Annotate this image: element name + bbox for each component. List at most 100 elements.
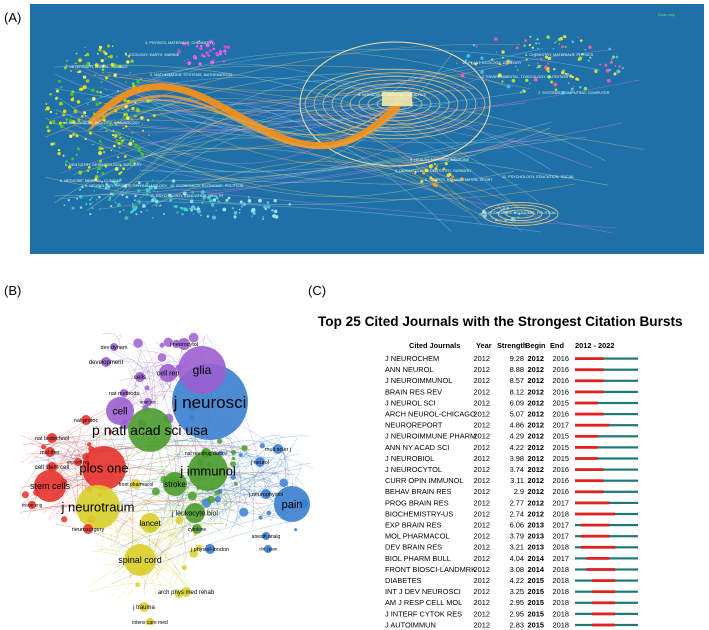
- map-dot: [88, 131, 93, 135]
- map-dot: [146, 118, 150, 122]
- map-dot: [109, 196, 112, 199]
- map-dot: [444, 162, 448, 166]
- map-dot: [131, 118, 133, 120]
- map-dot: [537, 64, 541, 69]
- network-link: [206, 440, 270, 452]
- map-dot: [131, 204, 136, 209]
- map-dot: [121, 194, 124, 197]
- map-dot: [464, 59, 468, 62]
- network-node-label: j neurophysiol: [248, 492, 283, 498]
- cluster-core: [382, 92, 412, 106]
- burst-end: 2016: [553, 476, 569, 485]
- map-dot: [131, 203, 134, 205]
- network-node: [188, 451, 228, 491]
- map-dot: [59, 124, 64, 129]
- map-dot: [119, 136, 122, 140]
- map-dot: [570, 87, 574, 91]
- network-link: [143, 369, 153, 405]
- map-dot: [45, 106, 50, 111]
- network-link: [224, 492, 231, 529]
- map-dot: [122, 167, 126, 171]
- map-dot: [578, 56, 583, 61]
- network-link: [58, 438, 76, 465]
- burst-end: 2018: [553, 543, 569, 552]
- map-dot: [545, 55, 549, 59]
- map-dot: [200, 53, 204, 57]
- map-dot: [93, 190, 95, 192]
- map-dot: [107, 55, 110, 58]
- map-dot: [132, 84, 136, 88]
- network-node-label: pain: [282, 499, 303, 511]
- network-node: [233, 481, 238, 486]
- burst-bar: [575, 434, 598, 438]
- map-dot: [140, 78, 142, 80]
- burst-begin: 2012: [528, 410, 544, 419]
- journal-year: 2012: [474, 565, 490, 574]
- network-node: [273, 444, 283, 454]
- network-node-label: front pharmacol: [119, 482, 154, 488]
- burst-strength: 4.04: [510, 554, 524, 563]
- network-link: [20, 462, 40, 494]
- burst-bar: [575, 390, 604, 394]
- map-dot: [614, 65, 617, 67]
- map-dot: [96, 90, 99, 93]
- burst-strength: 3.74: [510, 465, 524, 474]
- map-dot: [92, 143, 94, 146]
- burst-end: 2017: [553, 421, 569, 430]
- network-link: [242, 487, 255, 527]
- map-dot: [143, 193, 145, 195]
- right-map-label: 6. SPORTS, REHABILITATION, SPORT: [425, 178, 493, 182]
- journal-year: 2012: [474, 609, 490, 618]
- network-link: [158, 440, 258, 557]
- burst-bar: [575, 379, 604, 383]
- burst-bar: [592, 623, 616, 627]
- network-link: [43, 503, 63, 514]
- burst-bar: [575, 423, 610, 427]
- network-node: [266, 510, 272, 516]
- burst-bar: [575, 368, 604, 372]
- network-link: [119, 510, 185, 526]
- journal-name: J NEUROIMMUNOL: [385, 376, 452, 385]
- timeline-bar: [575, 446, 638, 449]
- timeline-bar: [575, 379, 638, 382]
- map-dot: [190, 205, 195, 209]
- map-dot: [258, 198, 262, 203]
- map-dot: [70, 116, 72, 118]
- network-node: [135, 372, 145, 382]
- map-dot: [113, 144, 116, 148]
- network-node-label: dev dynam: [101, 345, 128, 351]
- citation-link: [70, 122, 575, 200]
- map-dot: [215, 51, 219, 56]
- network-node: [264, 545, 272, 553]
- map-dot: [76, 147, 80, 151]
- network-node-label: nat biotechnol: [35, 436, 69, 442]
- map-dot: [104, 187, 107, 190]
- map-dot: [136, 107, 138, 109]
- network-link: [101, 332, 121, 352]
- map-dot: [583, 86, 588, 91]
- map-dot: [155, 204, 158, 207]
- panel-b-label: (B): [4, 283, 22, 298]
- map-dot: [102, 150, 106, 154]
- burst-bar: [592, 590, 616, 594]
- map-dot: [65, 160, 68, 163]
- map-dot: [105, 129, 108, 132]
- map-dot: [55, 89, 60, 93]
- network-link: [236, 504, 243, 523]
- network-node: [217, 438, 223, 444]
- map-dot: [210, 62, 213, 65]
- map-dot: [534, 42, 538, 45]
- citation-link: [84, 67, 425, 186]
- citation-link: [99, 122, 623, 210]
- burst-strength: 3.08: [510, 565, 524, 574]
- burst-strength: 3.21: [510, 543, 524, 552]
- map-dot: [91, 207, 94, 210]
- map-dot: [242, 202, 247, 207]
- map-dot: [91, 96, 96, 101]
- network-node-label: stroke: [164, 480, 186, 489]
- burst-bar: [592, 579, 616, 582]
- map-dot: [122, 193, 125, 195]
- map-dot: [99, 159, 103, 163]
- journal-name: J NEUROCHEM: [385, 354, 439, 363]
- network-node: [163, 472, 187, 496]
